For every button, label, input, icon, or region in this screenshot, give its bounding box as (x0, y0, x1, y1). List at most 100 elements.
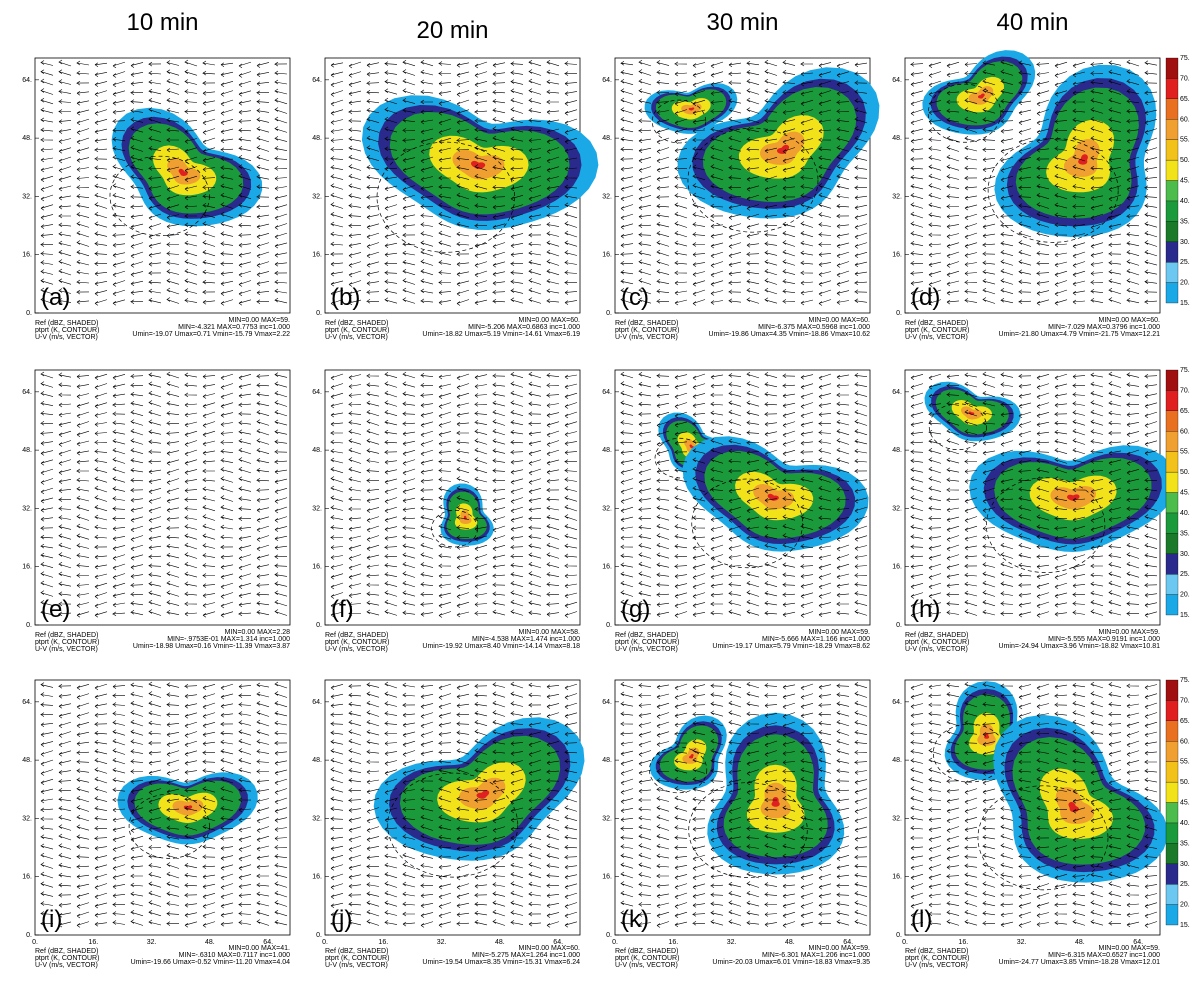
y-tick-label: 0. (316, 932, 322, 939)
panel-label: (l) (911, 906, 932, 933)
colorbar-label: 60. (1180, 116, 1190, 123)
colorbar-label: 25. (1180, 259, 1190, 266)
footer-right: Umin=-21.80 Umax=4.79 Vmin=-21.75 Vmax=1… (999, 331, 1161, 338)
colorbar-label: 30. (1180, 861, 1190, 868)
y-tick-label: 32. (312, 193, 322, 200)
colorbar-segment (1166, 431, 1178, 451)
y-tick-label: 32. (892, 815, 902, 822)
footer-left: U-V (m/s, VECTOR) (325, 962, 388, 969)
footer-right: MIN=0.00 MAX=60. (519, 945, 581, 952)
colorbar-segment (1166, 843, 1178, 863)
y-tick-label: 64. (22, 77, 32, 84)
y-tick-label: 64. (602, 77, 612, 84)
y-tick-label: 16. (602, 874, 612, 881)
y-tick-label: 64. (892, 77, 902, 84)
footer-right: Umin=-18.82 Umax=5.19 Vmin=-14.61 Vmax=6… (422, 331, 580, 338)
footer-right: MIN=0.00 MAX=60. (809, 317, 871, 324)
y-tick-label: 48. (312, 757, 322, 764)
footer-right: MIN=-5.666 MAX=1.166 inc=1.000 (762, 636, 870, 643)
x-tick-label: 48. (785, 939, 795, 946)
colorbar-segment (1166, 472, 1178, 492)
colorbar-label: 40. (1180, 510, 1190, 517)
colorbar-segment (1166, 411, 1178, 431)
y-tick-label: 64. (602, 389, 612, 396)
footer-right: Umin=-19.07 Umax=0.71 Vmin=-15.79 Vmax=2… (132, 331, 290, 338)
footer-left: U-V (m/s, VECTOR) (35, 646, 98, 653)
y-tick-label: 64. (312, 699, 322, 706)
colorbar-label: 70. (1180, 697, 1190, 704)
y-tick-label: 48. (312, 135, 322, 142)
footer-right: MIN=-5.206 MAX=0.6863 inc=1.000 (468, 324, 580, 331)
footer-left: U-V (m/s, VECTOR) (325, 334, 388, 341)
colorbar-label: 20. (1180, 280, 1190, 287)
colorbar-label: 45. (1180, 800, 1190, 807)
panel: (a)0.16.32.48.64.Ref (dBZ, SHADED)ptprt … (22, 58, 290, 341)
colorbar-label: 65. (1180, 408, 1190, 415)
panel-label: (h) (911, 596, 940, 623)
footer-left: U-V (m/s, VECTOR) (615, 334, 678, 341)
footer-left: ptprt (K, CONTOUR) (615, 327, 679, 334)
panel-label: (d) (911, 284, 940, 311)
panel: (b)0.16.32.48.64.Ref (dBZ, SHADED)ptprt … (312, 58, 598, 341)
footer-right: MIN=0.00 MAX=59. (809, 629, 871, 636)
y-tick-label: 16. (22, 874, 32, 881)
colorbar-label: 70. (1180, 75, 1190, 82)
colorbar-label: 20. (1180, 592, 1190, 599)
colorbar-label: 75. (1180, 367, 1190, 374)
footer-right: MIN=-6.301 MAX=1.206 inc=1.000 (762, 952, 870, 959)
colorbar-segment (1166, 181, 1178, 201)
y-tick-label: 32. (602, 815, 612, 822)
footer-left: Ref (dBZ, SHADED) (615, 320, 678, 327)
colorbar-label: 45. (1180, 490, 1190, 497)
panel: (i)0.16.32.48.64.0.16.32.48.64.Ref (dBZ,… (22, 680, 290, 969)
footer-left: Ref (dBZ, SHADED) (905, 948, 968, 955)
column-header: 20 min (416, 17, 488, 44)
y-tick-label: 0. (26, 622, 32, 629)
x-tick-label: 16. (668, 939, 678, 946)
colorbar-label: 30. (1180, 551, 1190, 558)
colorbar-label: 55. (1180, 137, 1190, 144)
footer-right: MIN=0.00 MAX=2.28 (225, 629, 290, 636)
x-tick-label: 0. (32, 939, 38, 946)
x-tick-label: 0. (612, 939, 618, 946)
footer-right: MIN=0.00 MAX=58. (519, 629, 581, 636)
y-tick-label: 32. (22, 815, 32, 822)
x-tick-label: 32. (147, 939, 157, 946)
y-tick-label: 48. (22, 757, 32, 764)
colorbar-segment (1166, 452, 1178, 472)
footer-right: Umin=-19.54 Umax=8.35 Vmin=-15.31 Vmax=6… (422, 959, 580, 966)
y-tick-label: 32. (22, 193, 32, 200)
colorbar-label: 40. (1180, 198, 1190, 205)
colorbar-segment (1166, 554, 1178, 574)
y-tick-label: 64. (22, 699, 32, 706)
panel-label: (k) (621, 906, 649, 933)
panel: (h)0.16.32.48.64.Ref (dBZ, SHADED)ptprt … (892, 370, 1176, 653)
footer-right: Umin=-19.92 Umax=8.40 Vmin=-14.14 Vmax=8… (422, 643, 580, 650)
y-tick-label: 0. (316, 310, 322, 317)
footer-right: MIN=-5.555 MAX=0.9191 inc=1.000 (1048, 636, 1160, 643)
colorbar-label: 65. (1180, 718, 1190, 725)
column-header: 40 min (996, 9, 1068, 36)
panel-label: (f) (331, 596, 354, 623)
footer-left: Ref (dBZ, SHADED) (325, 948, 388, 955)
panel-label: (i) (41, 906, 62, 933)
colorbar-label: 50. (1180, 779, 1190, 786)
footer-right: Umin=-19.17 Umax=5.79 Vmin=-18.29 Vmax=8… (712, 643, 870, 650)
panel-label: (j) (331, 906, 352, 933)
colorbar-label: 60. (1180, 428, 1190, 435)
x-tick-label: 16. (378, 939, 388, 946)
footer-left: Ref (dBZ, SHADED) (35, 632, 98, 639)
colorbar-label: 40. (1180, 820, 1190, 827)
footer-right: MIN=0.00 MAX=59. (809, 945, 871, 952)
y-tick-label: 48. (892, 447, 902, 454)
panel: (e)0.16.32.48.64.Ref (dBZ, SHADED)ptprt … (22, 370, 290, 653)
footer-left: ptprt (K, CONTOUR) (905, 327, 969, 334)
footer-left: ptprt (K, CONTOUR) (35, 639, 99, 646)
x-tick-label: 0. (902, 939, 908, 946)
colorbar-label: 25. (1180, 881, 1190, 888)
colorbar-segment (1166, 221, 1178, 241)
footer-left: ptprt (K, CONTOUR) (905, 639, 969, 646)
footer-right: MIN=0.00 MAX=59. (229, 317, 291, 324)
footer-right: MIN=0.00 MAX=59. (1099, 945, 1161, 952)
panel: (g)0.16.32.48.64.Ref (dBZ, SHADED)ptprt … (602, 370, 870, 653)
